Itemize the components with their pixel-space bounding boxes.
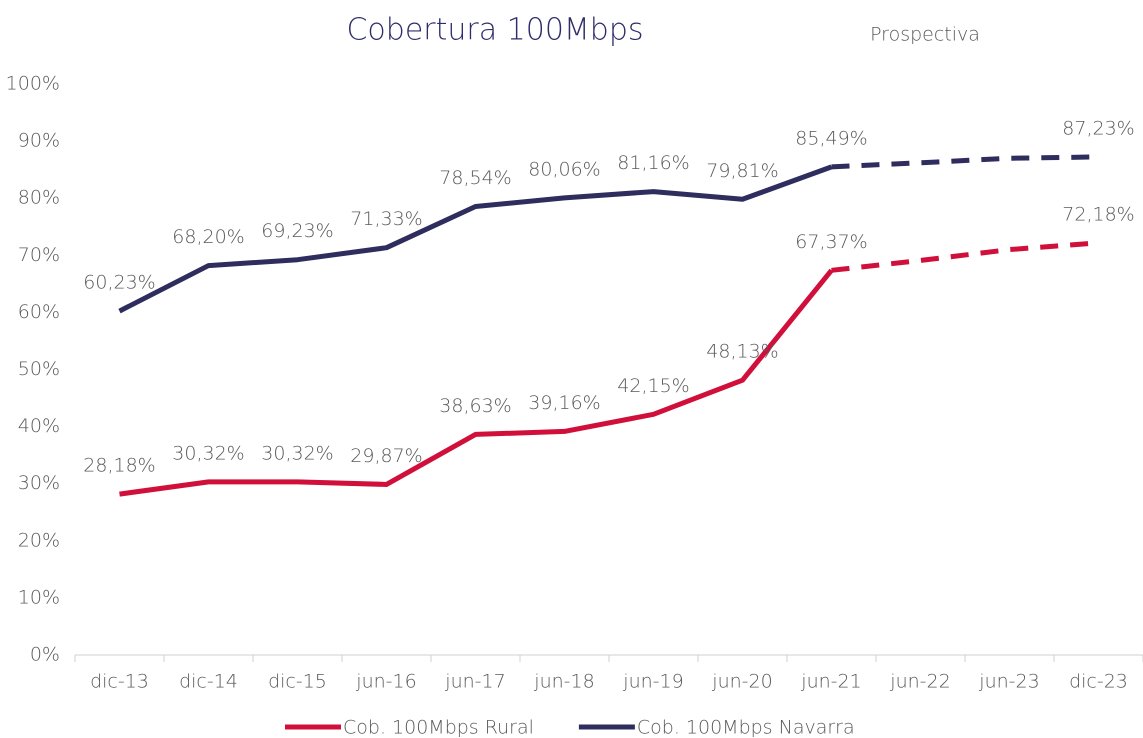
y-tick-label: 0% [30,644,60,666]
y-tick-label: 10% [18,586,60,608]
x-tick-label: dic-15 [268,671,327,693]
data-label: 29,87% [350,445,422,467]
line-projection [831,154,1099,170]
y-tick-label: 30% [18,472,60,494]
x-tick-label: jun-18 [533,671,594,693]
data-label: 72,18% [1062,203,1134,225]
data-label: 80,06% [528,158,600,180]
annotation: Prospectiva [870,24,980,46]
x-tick-label: dic-23 [1069,671,1128,693]
data-label: 30,32% [261,442,333,464]
x-tick-label: dic-14 [179,671,238,693]
data-label: 48,13% [706,341,778,363]
data-label: 71,33% [350,208,422,230]
data-label: 69,23% [261,220,333,242]
x-tick-label: jun-16 [355,671,416,693]
y-tick-label: 20% [18,529,60,551]
data-label: 30,32% [172,442,244,464]
y-tick-label: 70% [18,244,60,266]
y-tick-label: 80% [18,187,60,209]
y-tick-label: 60% [18,301,60,323]
line-series [119,268,834,497]
y-tick-label: 50% [18,358,60,380]
legend-label: Cob. 100Mbps Navarra [637,717,855,738]
data-label: 68,20% [172,226,244,248]
x-tick-label: jun-19 [622,671,683,693]
line-series [118,164,833,314]
chart-title: Cobertura 100Mbps [346,13,643,48]
data-label: 60,23% [83,272,155,294]
data-label: 85,49% [795,127,867,149]
data-label: 79,81% [706,160,778,182]
y-tick-label: 100% [6,73,60,95]
data-label: 38,63% [439,395,511,417]
x-tick-label: jun-22 [889,671,950,693]
x-tick-label: jun-20 [711,671,772,693]
x-tick-label: jun-17 [444,671,505,693]
data-label: 87,23% [1062,117,1134,139]
line-projection [831,240,1099,273]
data-label: 78,54% [439,167,511,189]
data-label: 28,18% [83,455,155,477]
x-tick-label: jun-21 [800,671,861,693]
data-label: 39,16% [528,392,600,414]
x-tick-label: jun-23 [978,671,1039,693]
x-tick-label: dic-13 [90,671,149,693]
data-label: 42,15% [617,375,689,397]
legend-label: Cob. 100Mbps Rural [343,717,534,738]
data-label: 81,16% [617,152,689,174]
y-tick-label: 90% [18,130,60,152]
data-label: 67,37% [795,231,867,253]
y-tick-label: 40% [18,415,60,437]
